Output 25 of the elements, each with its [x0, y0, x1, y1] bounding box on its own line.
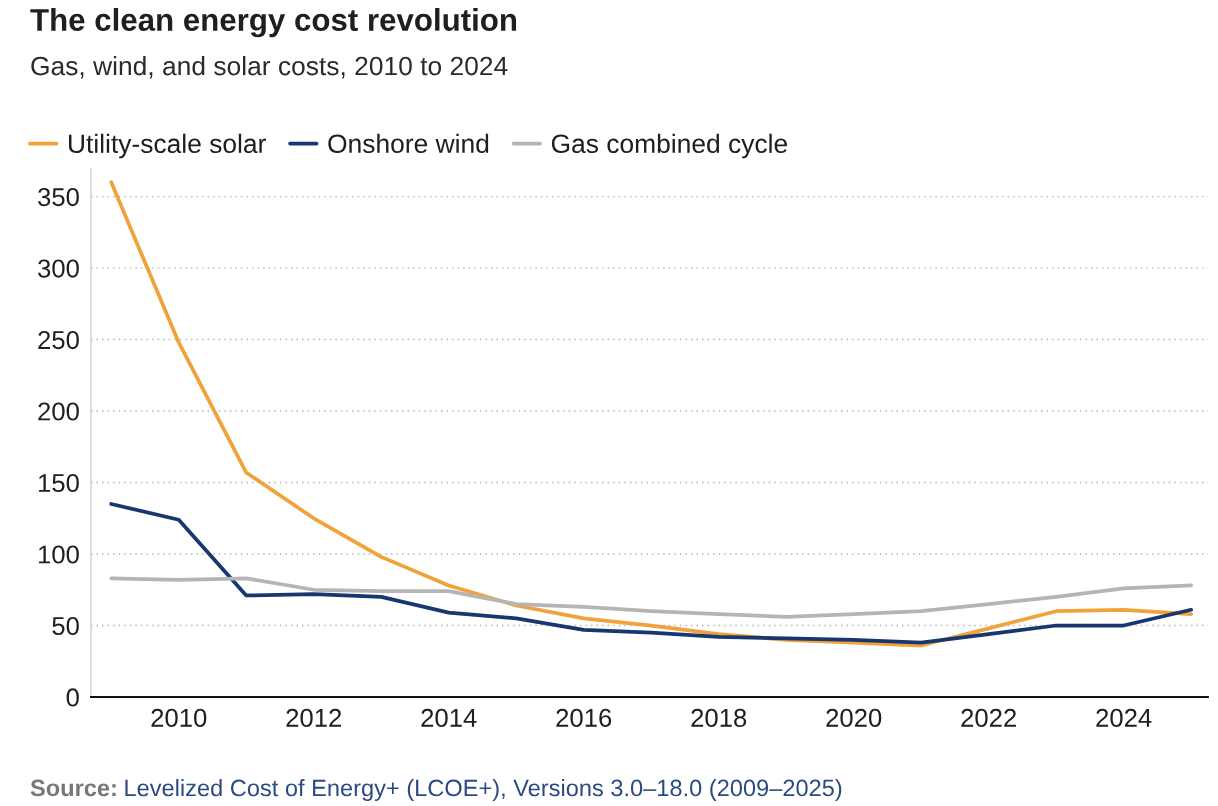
y-tick-label: 100	[38, 545, 79, 564]
x-tick-label: 2022	[961, 708, 1016, 727]
x-tick-label: 2010	[151, 708, 207, 727]
line-series	[109, 502, 1194, 645]
x-tick-label: 2024	[1096, 708, 1152, 727]
legend-label: Onshore wind	[328, 133, 489, 154]
x-tick-label: 2016	[556, 708, 612, 727]
y-tick-label: 300	[38, 259, 79, 278]
y-tick-label: 50	[52, 616, 79, 636]
y-tick-label: 0	[66, 688, 79, 707]
y-tick-label: 250	[38, 330, 79, 350]
text: Levelized Cost of Energy+ (LCOE+), Versions 3.0–18.0 (2009–2025)	[125, 778, 842, 801]
y-tick-label: 200	[38, 402, 79, 421]
y-tick-label: 150	[38, 473, 79, 493]
legend-label: Gas combined cycle	[551, 133, 787, 159]
x-tick-label: 2020	[826, 708, 882, 727]
x-tick-label: 2012	[286, 708, 342, 727]
x-tick-label: 2014	[421, 708, 477, 727]
source-note: Source:	[30, 779, 116, 797]
chart-title: The clean energy cost revolution	[30, 8, 517, 38]
line-series	[109, 576, 1194, 619]
legend-label: Utility-scale solar	[68, 133, 266, 159]
y-tick-label: 350	[38, 187, 79, 207]
chart-subtitle: Gas, wind, and solar costs, 2010 to 2024	[31, 56, 508, 79]
x-tick-label: 2018	[691, 708, 747, 727]
